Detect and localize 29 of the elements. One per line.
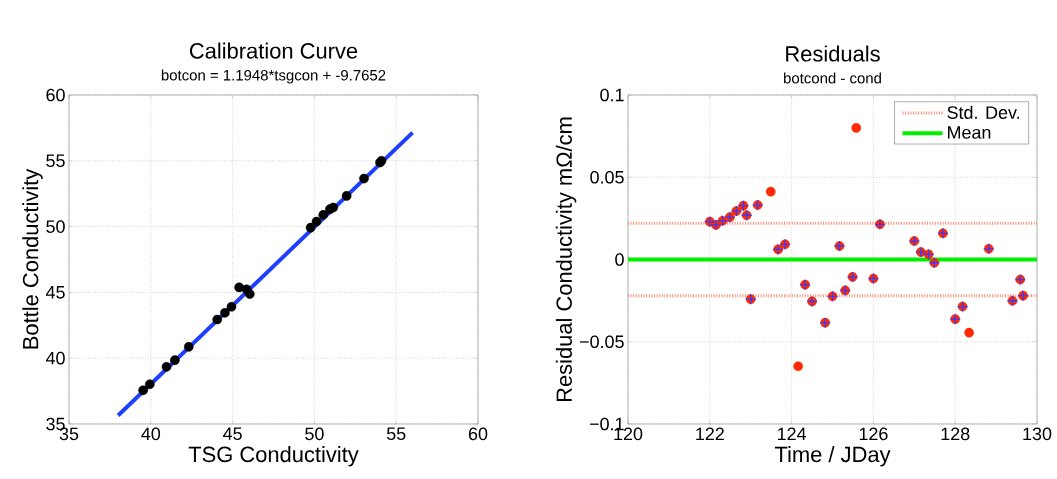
x-tick-label: 55 [386, 427, 406, 441]
y-tick-label: 55 [46, 154, 65, 168]
x-axis-title: Time / JDay [774, 446, 891, 467]
y-axis-title: Residual Conductivity mΩ/cm [555, 117, 577, 402]
y-tick-label: 40 [45, 351, 65, 365]
x-tick-label: 45 [223, 427, 242, 441]
y-tick-label: 0.1 [600, 88, 624, 102]
legend-label: Mean [948, 126, 991, 139]
x-tick-label: 126 [859, 427, 888, 441]
x-tick-label: 130 [1023, 427, 1052, 441]
x-tick-label: 60 [468, 427, 488, 441]
x-tick-label: 128 [941, 427, 970, 441]
legend-label: Std. Dev. [947, 105, 1020, 119]
y-tick-label: 50 [46, 220, 65, 233]
chart-title: Residuals [786, 45, 880, 62]
chart-subtitle: botcond - cond [784, 72, 881, 84]
y-tick-label: 0 [615, 253, 624, 266]
x-tick-label: 50 [305, 427, 324, 441]
y-axis-title: Bottle Conductivity [22, 168, 43, 349]
y-tick-label: 60 [46, 88, 65, 102]
y-tick-label: 45 [45, 286, 65, 299]
x-tick-label: 124 [778, 427, 807, 441]
x-tick-label: 122 [696, 427, 724, 441]
chart-subtitle: botcon = 1.1948*tsgcon + -9.7652 [161, 69, 386, 84]
chart-title: Calibration Curve [189, 42, 358, 59]
y-tick-label: 0.05 [590, 170, 624, 184]
y-tick-label: −0.05 [580, 335, 624, 349]
x-axis-title: TSG Conductivity [188, 446, 359, 467]
x-tick-label: 40 [141, 427, 161, 441]
